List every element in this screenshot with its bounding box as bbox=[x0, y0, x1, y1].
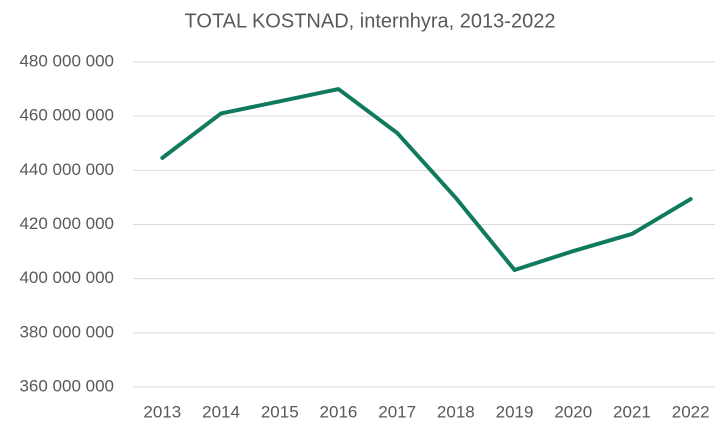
data-line bbox=[160, 87, 693, 272]
y-tick-label: 360 000 000 bbox=[19, 376, 114, 395]
x-tick-label: 2015 bbox=[261, 402, 299, 421]
y-tick-label: 420 000 000 bbox=[19, 214, 114, 233]
x-tick-label: 2016 bbox=[320, 402, 358, 421]
y-tick-label: 460 000 000 bbox=[19, 106, 114, 125]
y-tick-label: 380 000 000 bbox=[19, 322, 114, 341]
x-tick-label: 2017 bbox=[378, 402, 416, 421]
x-tick-label: 2018 bbox=[437, 402, 475, 421]
y-tick-label: 480 000 000 bbox=[19, 51, 114, 70]
x-tick-label: 2022 bbox=[672, 402, 710, 421]
x-tick-label: 2014 bbox=[202, 402, 240, 421]
x-tick-label: 2019 bbox=[496, 402, 534, 421]
x-tick-label: 2020 bbox=[554, 402, 592, 421]
y-tick-label: 440 000 000 bbox=[19, 160, 114, 179]
x-tick-label: 2013 bbox=[143, 402, 181, 421]
y-tick-label: 400 000 000 bbox=[19, 268, 114, 287]
x-tick-label: 2021 bbox=[613, 402, 651, 421]
chart-title: TOTAL KOSTNAD, internhyra, 2013-2022 bbox=[185, 10, 556, 32]
